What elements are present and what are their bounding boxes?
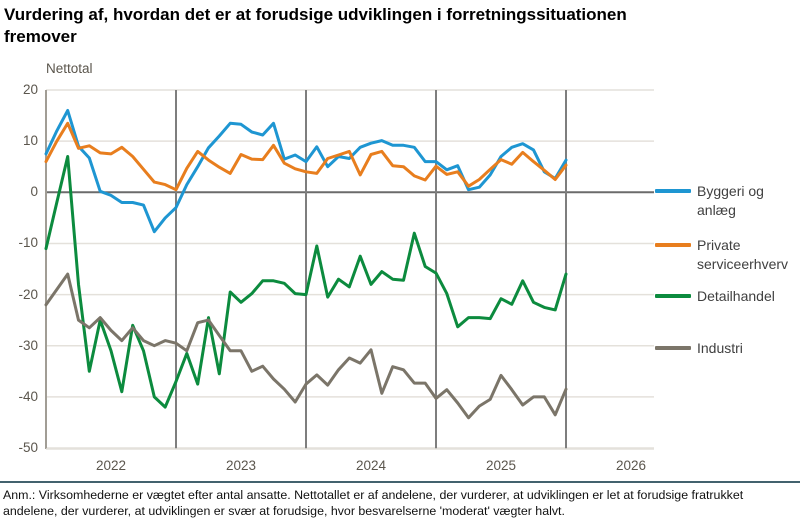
series-line-detailhandel	[44, 155, 568, 409]
y-tick-20: 20	[22, 82, 38, 98]
legend-item-byggeri-og-anl-g: Byggeri og anlæg	[655, 182, 800, 220]
legend-line-icon	[655, 189, 691, 193]
horizontal-gridlines	[46, 89, 654, 449]
y-tick--10: -10	[18, 235, 38, 251]
legend-label: Private serviceerhverv	[697, 237, 789, 272]
x-tick-2025: 2025	[485, 458, 517, 473]
x-tick-2023: 2023	[225, 458, 257, 473]
series-line-private-serviceerhverv	[44, 121, 568, 192]
legend-label: Industri	[697, 340, 743, 356]
legend-label: Byggeri og anlæg	[697, 183, 764, 218]
y-tick--40: -40	[18, 388, 38, 404]
y-tick-0: 0	[30, 184, 38, 200]
y-axis-title: Nettotal	[46, 61, 93, 76]
legend-line-icon	[655, 294, 691, 298]
series-lines	[44, 109, 568, 420]
y-tick-10: 10	[22, 133, 38, 149]
footnote: Anm.: Virksomhederne er vægtet efter ant…	[3, 488, 744, 519]
legend-label: Detailhandel	[697, 288, 775, 304]
x-tick-2026: 2026	[615, 458, 647, 473]
x-tick-2024: 2024	[355, 458, 387, 473]
legend-item-detailhandel: Detailhandel	[655, 287, 775, 306]
series-line-industri	[44, 272, 568, 420]
page-title: Vurdering af, hvordan det er at forudsig…	[4, 5, 627, 46]
footer-separator	[0, 481, 800, 483]
y-tick--50: -50	[18, 440, 38, 455]
axis-lines	[45, 90, 654, 450]
legend-line-icon	[655, 243, 691, 247]
series-line-byggeri-og-anl-g	[44, 109, 568, 234]
x-tick-2022: 2022	[95, 458, 127, 473]
legend-line-icon	[655, 346, 691, 350]
y-tick--20: -20	[18, 286, 38, 302]
legend-item-industri: Industri	[655, 339, 743, 358]
legend-item-private-serviceerhverv: Private serviceerhverv	[655, 236, 800, 274]
y-tick--30: -30	[18, 337, 38, 353]
